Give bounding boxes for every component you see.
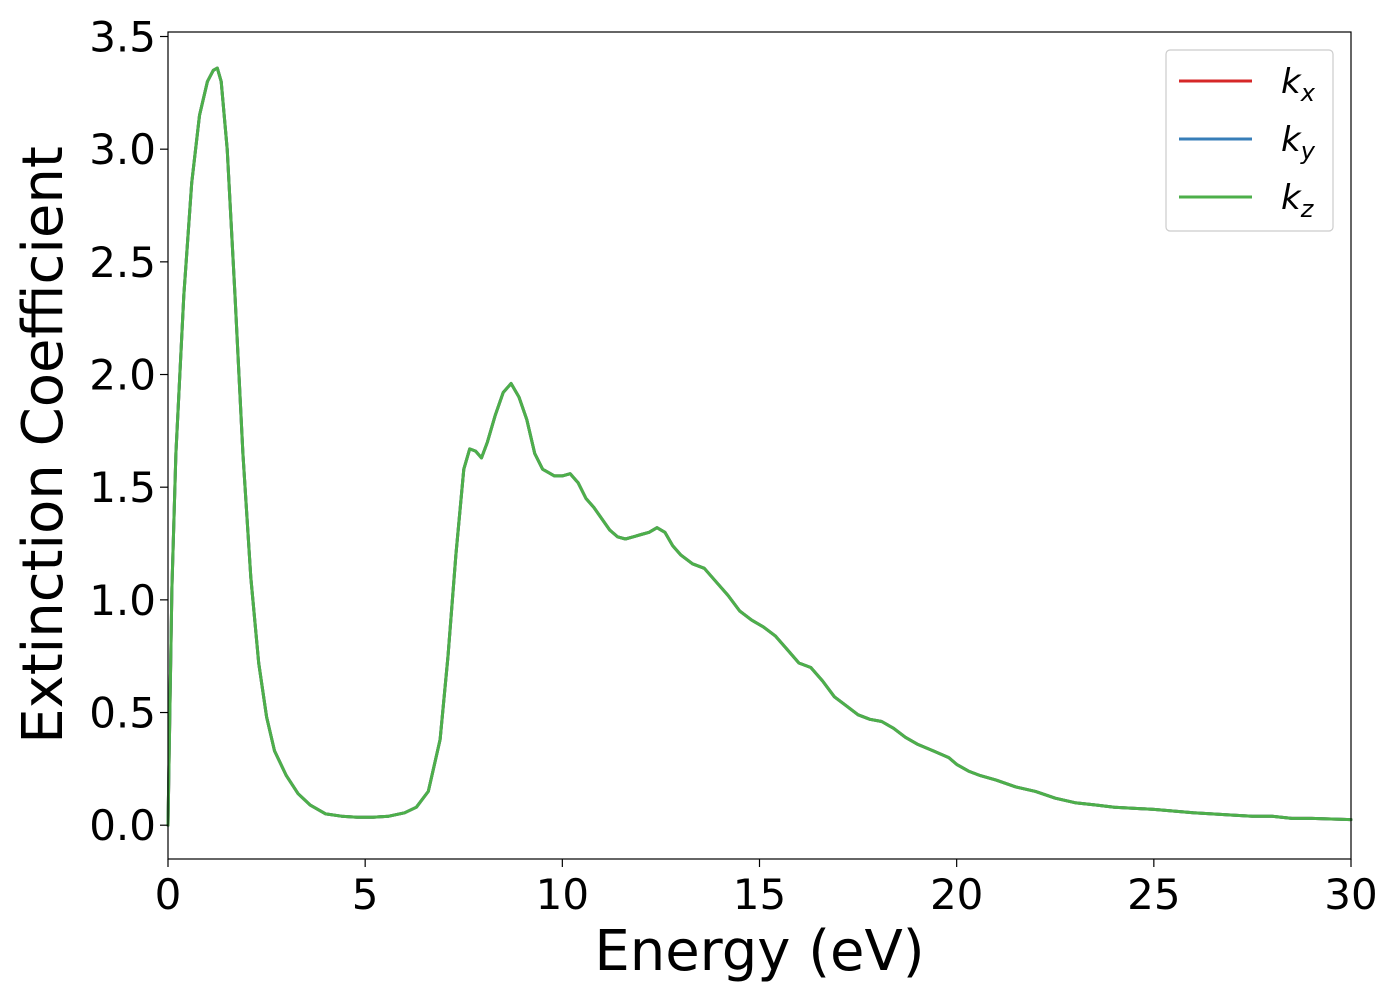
y-axis: 0.0 0.5 1.0 1.5 2.0 2.5 3.0 3.5	[89, 13, 168, 850]
x-tick-label: 10	[536, 870, 589, 919]
legend: kx ky kz	[1165, 49, 1334, 232]
y-tick-label: 1.5	[89, 463, 156, 512]
x-tick-label: 15	[733, 870, 786, 919]
y-tick-label: 1.0	[89, 576, 156, 625]
y-tick-label: 2.5	[89, 238, 156, 287]
legend-label-z: kz	[1281, 178, 1315, 223]
x-axis: 0 5 10 15 20 25 30	[155, 859, 1378, 919]
x-tick-label: 0	[155, 870, 182, 919]
x-tick-label: 25	[1127, 870, 1180, 919]
x-tick-label: 5	[352, 870, 379, 919]
x-tick-label: 20	[930, 870, 983, 919]
y-axis-title: Extinction Coefficient	[11, 146, 76, 744]
legend-label-x: kx	[1281, 62, 1316, 107]
series-line-k-z	[166, 66, 1353, 827]
y-tick-label: 3.0	[89, 125, 156, 174]
y-tick-label: 3.5	[89, 13, 156, 62]
x-axis-title: Energy (eV)	[594, 919, 924, 984]
y-tick-label: 2.0	[89, 351, 156, 400]
x-tick-label: 30	[1324, 870, 1377, 919]
series-layer	[166, 66, 1353, 827]
y-tick-label: 0.0	[89, 801, 156, 850]
legend-label-y: ky	[1281, 120, 1316, 165]
y-tick-label: 0.5	[89, 689, 156, 738]
